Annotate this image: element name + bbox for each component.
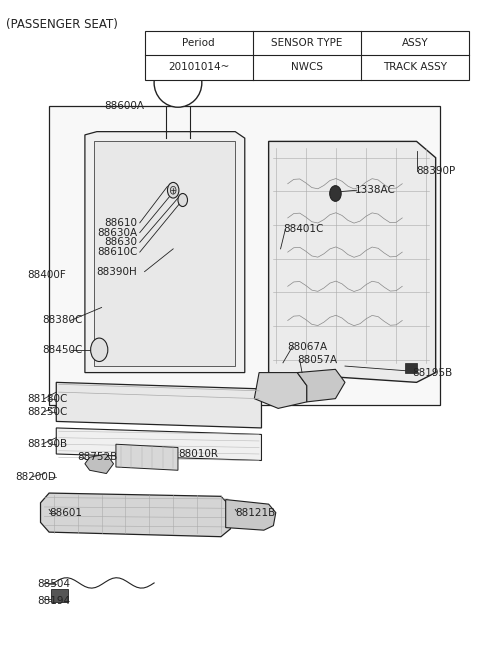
Text: 88010R: 88010R (178, 449, 218, 459)
Circle shape (330, 186, 341, 201)
Polygon shape (254, 373, 307, 408)
Polygon shape (56, 383, 262, 428)
Text: 88504: 88504 (37, 579, 70, 589)
Text: (PASSENGER SEAT): (PASSENGER SEAT) (6, 18, 118, 31)
Text: 88390P: 88390P (417, 165, 456, 176)
Polygon shape (40, 493, 230, 537)
Circle shape (91, 338, 108, 362)
Circle shape (178, 194, 188, 207)
Text: 88067A: 88067A (288, 341, 328, 352)
Text: SENSOR TYPE: SENSOR TYPE (271, 38, 343, 48)
Bar (49, 105, 441, 405)
Text: 88121B: 88121B (235, 508, 276, 517)
Circle shape (168, 182, 179, 198)
Text: 20101014~: 20101014~ (168, 62, 229, 73)
Text: 88194: 88194 (37, 596, 70, 606)
Text: 88752B: 88752B (78, 453, 118, 462)
Text: 88180C: 88180C (28, 394, 68, 404)
Text: 88380C: 88380C (42, 315, 83, 326)
Text: 88401C: 88401C (283, 224, 324, 234)
Text: 88057A: 88057A (297, 354, 337, 364)
Polygon shape (269, 141, 436, 383)
Text: 88601: 88601 (49, 508, 82, 517)
Polygon shape (95, 141, 235, 366)
Polygon shape (85, 454, 114, 473)
Text: 88200D: 88200D (16, 472, 57, 482)
Polygon shape (297, 370, 345, 402)
Polygon shape (85, 131, 245, 373)
Text: 88450C: 88450C (42, 345, 83, 354)
Text: ASSY: ASSY (402, 38, 428, 48)
Bar (144, 31, 469, 80)
Text: 1338AC: 1338AC (355, 185, 396, 196)
Polygon shape (226, 500, 276, 530)
Text: 88600A: 88600A (105, 101, 144, 111)
Bar (51, 589, 68, 602)
Polygon shape (56, 428, 262, 460)
Text: 88630A: 88630A (97, 228, 137, 237)
Text: 88250C: 88250C (28, 407, 68, 417)
Text: 88610C: 88610C (97, 247, 137, 257)
Text: 88630: 88630 (104, 237, 137, 247)
Text: 88190B: 88190B (28, 439, 68, 449)
Text: 88610: 88610 (104, 218, 137, 228)
Text: NWCS: NWCS (291, 62, 323, 73)
Text: 88195B: 88195B (412, 368, 452, 377)
Bar (405, 363, 417, 373)
Text: 88390H: 88390H (96, 267, 137, 277)
Ellipse shape (154, 58, 202, 107)
Circle shape (170, 186, 176, 194)
Text: Period: Period (182, 38, 215, 48)
Polygon shape (116, 444, 178, 470)
Text: TRACK ASSY: TRACK ASSY (383, 62, 447, 73)
Text: 88400F: 88400F (28, 270, 66, 280)
